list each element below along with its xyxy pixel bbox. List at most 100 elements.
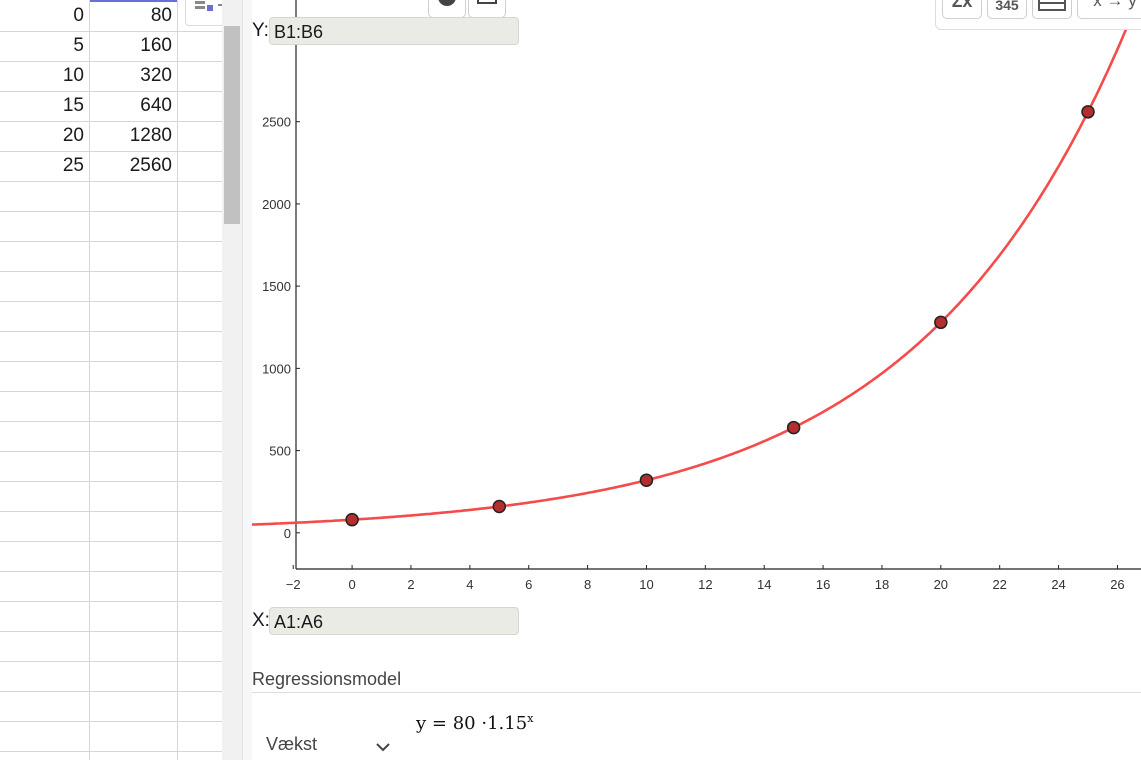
x-tick-label: 12 [698,577,712,592]
y-tick-label: 0 [284,526,291,541]
x-field-label: X: [252,610,270,631]
y-tick-label: 2500 [262,115,291,130]
regression-curve [252,0,1140,526]
data-point[interactable] [1081,105,1095,119]
cell-b4[interactable]: 640 [140,95,172,116]
x-tick-label: 8 [584,577,591,592]
x-tick-label: −2 [286,577,301,592]
gear-icon [438,0,456,6]
row-divider [0,31,222,32]
cell-a1[interactable]: 0 [73,5,84,26]
panel-splitter[interactable] [242,0,252,760]
chevron-down-icon[interactable] [374,738,392,756]
formula-lhs: y [416,713,427,734]
x-tick-label: 10 [639,577,653,592]
row-divider [0,751,222,752]
sum-stats-button[interactable]: Σx [942,0,982,19]
y-tick-label: 1500 [262,279,291,294]
row-divider [0,601,222,602]
cell-a5[interactable]: 20 [62,125,84,146]
y-range-input[interactable]: B1:B6 [269,17,519,45]
section-divider [252,692,1141,693]
view-button[interactable] [468,0,506,18]
stats-icon: 345 [995,0,1019,13]
swap-label: x → y [1093,0,1137,10]
regression-model-select[interactable]: Vækst [266,734,318,754]
row-divider [0,481,222,482]
sigma-icon: Σx [951,0,973,11]
row-divider [0,691,222,692]
x-tick-label: 16 [816,577,830,592]
row-divider [0,421,222,422]
column-divider [89,0,90,760]
x-range-input[interactable]: A1:A6 [269,607,519,635]
row-divider [0,661,222,662]
row-divider [0,151,222,152]
row-divider [0,181,222,182]
cell-a2[interactable]: 5 [73,35,84,56]
y-tick-label: 2000 [262,197,291,212]
cell-a4[interactable]: 15 [62,95,84,116]
x-tick-label: 4 [466,577,473,592]
column-divider [177,0,178,760]
row-divider [0,121,222,122]
regression-chart[interactable]: −2 0 2 4 6 8 10 12 14 16 18 20 22 24 26050010001500200… [252,0,1141,610]
data-point[interactable] [345,512,359,527]
row-divider [0,451,222,452]
cell-b5[interactable]: 1280 [129,125,172,146]
x-tick-label: 24 [1051,577,1065,592]
regression-formula: y = 80 ·1.15x [416,712,533,734]
formula-dot: · [481,713,488,734]
cell-b2[interactable]: 160 [140,35,172,56]
row-divider [0,301,222,302]
regression-model-heading: Regressionsmodel [252,669,402,689]
y-tick-label: 1000 [262,361,291,376]
window-icon [477,0,497,4]
x-tick-label: 6 [525,577,532,592]
data-point[interactable] [934,315,948,330]
row-divider [0,271,222,272]
cell-b3[interactable]: 320 [140,65,172,86]
formula-base: 1.15 [487,713,528,734]
column-header-accent [90,0,178,2]
table-icon [1038,0,1066,11]
row-divider [0,331,222,332]
y-field-label: Y: [252,20,269,41]
x-tick-label: 14 [757,577,771,592]
table-button[interactable] [1032,0,1072,19]
settings-button[interactable] [428,0,466,18]
y-tick-label: 500 [269,444,291,459]
spreadsheet[interactable]: 0 80 5 160 10 320 15 640 20 1280 25 2560 [0,0,222,760]
graphics-view[interactable]: −2 0 2 4 6 8 10 12 14 16 18 20 22 24 26 0 500 1000 1500 200… [252,0,1141,760]
cell-a6[interactable]: 25 [62,155,84,176]
row-divider [0,61,222,62]
cell-b1[interactable]: 80 [150,5,172,26]
row-divider [0,361,222,362]
row-divider [0,631,222,632]
cell-b6[interactable]: 2560 [129,155,172,176]
formula-coefficient: 80 [452,713,476,734]
row-divider [0,241,222,242]
scrollbar-thumb[interactable] [224,26,240,224]
x-tick-label: 2 [407,577,414,592]
data-point[interactable] [786,420,801,435]
statistics-toolbar: Σx 345 x → y [935,0,1141,30]
swap-xy-button[interactable]: x → y [1077,0,1141,19]
row-divider [0,391,222,392]
data-point[interactable] [492,499,507,514]
data-point[interactable] [639,473,654,487]
statistics-button[interactable]: 345 [987,0,1027,19]
row-divider [0,511,222,512]
x-tick-label: 20 [934,577,948,592]
cell-a3[interactable]: 10 [62,65,84,86]
row-divider [0,571,222,572]
x-tick-label: 26 [1110,577,1124,592]
x-tick-label: 18 [875,577,889,592]
x-tick-label: 22 [992,577,1006,592]
row-divider [0,541,222,542]
x-tick-label: 0 [348,577,355,592]
row-divider [0,91,222,92]
row-divider [0,211,222,212]
formula-exponent: x [527,712,534,725]
row-divider [0,721,222,722]
